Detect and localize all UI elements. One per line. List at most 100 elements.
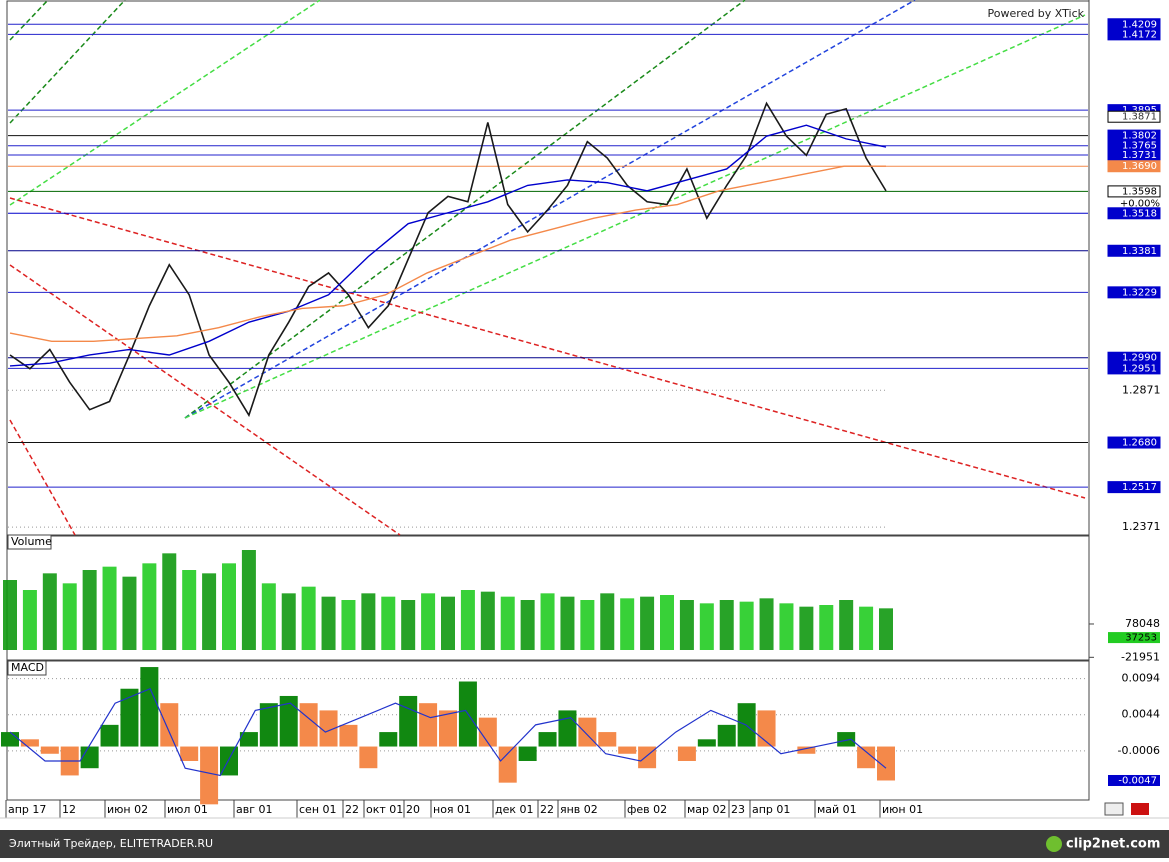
volume-bar (22, 590, 37, 650)
volume-bar (799, 606, 814, 650)
macd-bar (279, 695, 298, 747)
level-label: 1.3381 (1122, 246, 1157, 257)
x-tick-label: июл 01 (167, 803, 208, 816)
macd-bar (618, 746, 637, 754)
macd-title: MACD (11, 661, 44, 674)
macd-bar (797, 746, 816, 754)
volume-bar (460, 590, 475, 650)
level-label: 1.3690 (1122, 161, 1157, 172)
x-tick-label: апр 17 (8, 803, 46, 816)
x-tick-label: ноя 01 (433, 803, 471, 816)
trend-line (9, 0, 321, 206)
x-tick-label: 22 (345, 803, 359, 816)
macd-bar (299, 703, 318, 747)
macd-bar (120, 688, 139, 747)
macd-bar (439, 710, 457, 747)
volume-bar (122, 576, 137, 650)
y-tick-label: 1.2371 (1122, 520, 1161, 533)
level-label: 1.3765 (1122, 141, 1157, 152)
macd-bar (339, 724, 358, 747)
level-label: 1.2951 (1122, 363, 1157, 374)
level-box (1107, 436, 1161, 449)
footer-right: clip2net.com (1066, 837, 1160, 852)
x-tick-label: дек 01 (495, 803, 534, 816)
signal-line (9, 687, 887, 777)
macd-bar (160, 703, 179, 747)
volume-bar (560, 596, 575, 650)
level-label: 1.3895 (1122, 105, 1157, 116)
watermark: Powered by XTick (988, 7, 1085, 20)
volume-bar (480, 591, 495, 650)
macd-title-box (7, 660, 47, 676)
volume-bar (580, 600, 595, 650)
level-label: 1.3731 (1122, 150, 1157, 161)
last-value-label: -0.0047 (1118, 775, 1157, 786)
exit-button[interactable] (1131, 803, 1149, 815)
x-tick-label: апр 01 (752, 803, 790, 816)
volume-bar (739, 601, 754, 650)
y-tick-label: 0.0044 (1122, 708, 1161, 721)
y-tick-label: 1.2871 (1122, 383, 1161, 396)
volume-bar (241, 550, 256, 650)
volume-bar (679, 600, 694, 650)
macd-bar (677, 746, 696, 761)
volume-bar (102, 566, 117, 650)
volume-bar (620, 598, 635, 650)
volume-bar (401, 600, 416, 650)
x-tick-label: май 01 (817, 803, 857, 816)
price-line (9, 101, 887, 418)
macd-bar (837, 732, 856, 747)
volume-bar (162, 553, 177, 650)
macd-bar (857, 746, 876, 769)
volume-bar (281, 593, 296, 650)
level-box (1107, 28, 1161, 41)
x-tick-label: 22 (540, 803, 554, 816)
volume-bar (301, 586, 316, 650)
macd-bar (399, 695, 418, 747)
volume-bar (341, 600, 356, 650)
macd-bar (717, 724, 736, 747)
macd-bar (239, 732, 258, 747)
macd-bar (697, 739, 716, 747)
volume-bar (202, 573, 217, 650)
volume-bar (759, 598, 774, 650)
level-label: 1.3518 (1122, 208, 1157, 219)
level-label: 1.2517 (1122, 482, 1157, 493)
macd-bar (538, 732, 557, 747)
volume-bar (540, 593, 555, 650)
trend-lines (9, 0, 1086, 536)
volume-bar (779, 603, 794, 650)
trend-line (9, 0, 49, 41)
volume-bar (819, 605, 834, 650)
x-tick-label: мар 02 (687, 803, 727, 816)
y-tick-label: 0.0094 (1122, 672, 1161, 685)
trend-line (9, 0, 126, 124)
level-box (1107, 286, 1161, 299)
volume-bar (222, 563, 236, 650)
volume-bar (839, 600, 854, 650)
level-label: 1.3229 (1122, 287, 1157, 298)
macd-bar (877, 746, 895, 781)
link-button[interactable] (1104, 802, 1124, 816)
volume-bar (719, 600, 734, 650)
x-tick-label: 12 (62, 803, 76, 816)
x-tick-label: 23 (731, 803, 745, 816)
macd-bar (80, 746, 99, 769)
volume-title-box (7, 534, 52, 550)
macd-bar (419, 703, 438, 747)
macd-bar (319, 710, 338, 747)
trend-line (9, 197, 1086, 499)
macd-bar (40, 746, 59, 754)
macd-bar (558, 710, 577, 747)
last-value-box (1108, 774, 1160, 786)
macd-bar (180, 746, 199, 761)
footer-bar (0, 830, 1169, 858)
footer-left: Элитный Трейдер, ELITETRADER.RU (9, 837, 213, 850)
level-label: 1.3871 (1122, 112, 1157, 123)
volume-bar (660, 595, 674, 650)
x-tick-label: сен 01 (299, 803, 337, 816)
volume-bar (640, 596, 655, 650)
volume-title: Volume (11, 535, 52, 548)
y-tick-label: -0.0006 (1118, 744, 1160, 757)
